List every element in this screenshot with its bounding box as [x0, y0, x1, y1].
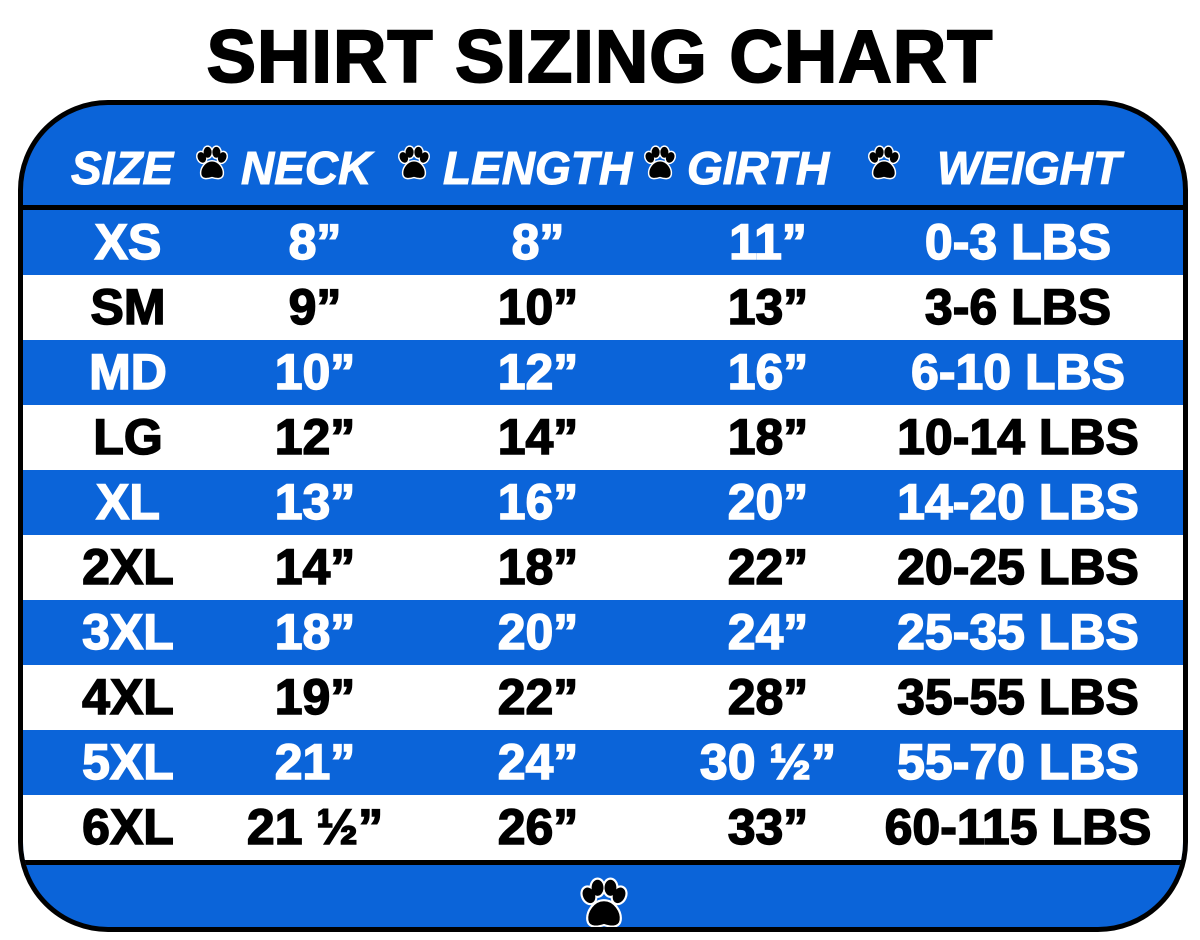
- cell-length: 24”: [497, 733, 579, 791]
- paw-print-icon: [866, 145, 902, 180]
- cell-size: MD: [88, 343, 167, 401]
- table-header: SIZE NECK LENGTH GIRTH WEIGHT: [23, 105, 1183, 210]
- table-body: XS 8” 8” 11” 0-3 LBS SM 9” 10” 13” 3-6 LBS MD 10” 12…: [23, 210, 1183, 860]
- cell-neck: 21 ½”: [246, 798, 384, 856]
- cell-weight: 6-10 LBS: [910, 343, 1125, 401]
- cell-length: 14”: [497, 408, 579, 466]
- cell-girth: 28”: [727, 668, 809, 726]
- table-row: SM 9” 10” 13” 3-6 LBS: [23, 275, 1183, 340]
- cell-weight: 14-20 LBS: [896, 473, 1139, 531]
- cell-neck: 21”: [274, 733, 356, 791]
- cell-size: XL: [95, 473, 160, 531]
- cell-weight: 3-6 LBS: [924, 278, 1112, 336]
- cell-weight: 35-55 LBS: [896, 668, 1139, 726]
- table-row: MD 10” 12” 16” 6-10 LBS: [23, 340, 1183, 405]
- cell-neck: 9”: [288, 278, 342, 336]
- cell-neck: 19”: [274, 668, 356, 726]
- cell-neck: 18”: [274, 603, 356, 661]
- cell-weight: 55-70 LBS: [896, 733, 1139, 791]
- cell-girth: 22”: [727, 538, 809, 596]
- cell-neck: 13”: [274, 473, 356, 531]
- header-size: SIZE: [70, 142, 174, 195]
- cell-size: 3XL: [81, 603, 174, 661]
- cell-length: 10”: [497, 278, 579, 336]
- paw-print-icon: [396, 145, 432, 180]
- cell-length: 16”: [497, 473, 579, 531]
- cell-girth: 13”: [727, 278, 809, 336]
- cell-length: 8”: [511, 213, 565, 271]
- cell-neck: 8”: [288, 213, 342, 271]
- cell-length: 26”: [497, 798, 579, 856]
- chart-title: SHIRT SIZING CHART: [206, 14, 994, 99]
- table-row: 6XL 21 ½” 26” 33” 60-115 LBS: [23, 795, 1183, 860]
- cell-neck: 10”: [274, 343, 356, 401]
- cell-neck: 14”: [274, 538, 356, 596]
- paw-print-icon: [642, 145, 678, 180]
- cell-girth: 33”: [727, 798, 809, 856]
- cell-girth: 20”: [727, 473, 809, 531]
- table-row: XL 13” 16” 20” 14-20 LBS: [23, 470, 1183, 535]
- cell-girth: 30 ½”: [699, 733, 837, 791]
- cell-length: 12”: [497, 343, 579, 401]
- cell-weight: 10-14 LBS: [896, 408, 1139, 466]
- table-row: 3XL 18” 20” 24” 25-35 LBS: [23, 600, 1183, 665]
- sizing-table: SIZE NECK LENGTH GIRTH WEIGHT XS 8” 8” 11” 0…: [18, 100, 1188, 932]
- header-length: LENGTH: [442, 142, 633, 195]
- cell-weight: 0-3 LBS: [924, 213, 1112, 271]
- cell-weight: 60-115 LBS: [884, 798, 1152, 856]
- cell-size: XS: [94, 213, 162, 271]
- cell-size: 2XL: [81, 538, 174, 596]
- cell-girth: 11”: [728, 213, 807, 271]
- cell-size: 5XL: [81, 733, 174, 791]
- header-girth: GIRTH: [686, 142, 830, 195]
- cell-size: 4XL: [81, 668, 174, 726]
- header-neck: NECK: [240, 142, 372, 195]
- cell-weight: 20-25 LBS: [896, 538, 1139, 596]
- cell-girth: 24”: [727, 603, 809, 661]
- cell-length: 18”: [497, 538, 579, 596]
- table-row: XS 8” 8” 11” 0-3 LBS: [23, 210, 1183, 275]
- table-row: LG 12” 14” 18” 10-14 LBS: [23, 405, 1183, 470]
- header-weight: WEIGHT: [937, 142, 1122, 195]
- table-row: 2XL 14” 18” 22” 20-25 LBS: [23, 535, 1183, 600]
- cell-size: SM: [90, 278, 167, 336]
- table-row: 4XL 19” 22” 28” 35-55 LBS: [23, 665, 1183, 730]
- table-footer: [23, 860, 1183, 932]
- cell-girth: 18”: [727, 408, 809, 466]
- table-row: 5XL 21” 24” 30 ½” 55-70 LBS: [23, 730, 1183, 795]
- cell-length: 20”: [497, 603, 579, 661]
- cell-size: LG: [93, 408, 164, 466]
- cell-neck: 12”: [274, 408, 356, 466]
- paw-print-icon: [576, 877, 632, 932]
- cell-girth: 16”: [727, 343, 809, 401]
- paw-print-icon: [194, 145, 230, 180]
- cell-size: 6XL: [81, 798, 174, 856]
- cell-weight: 25-35 LBS: [896, 603, 1139, 661]
- cell-length: 22”: [497, 668, 579, 726]
